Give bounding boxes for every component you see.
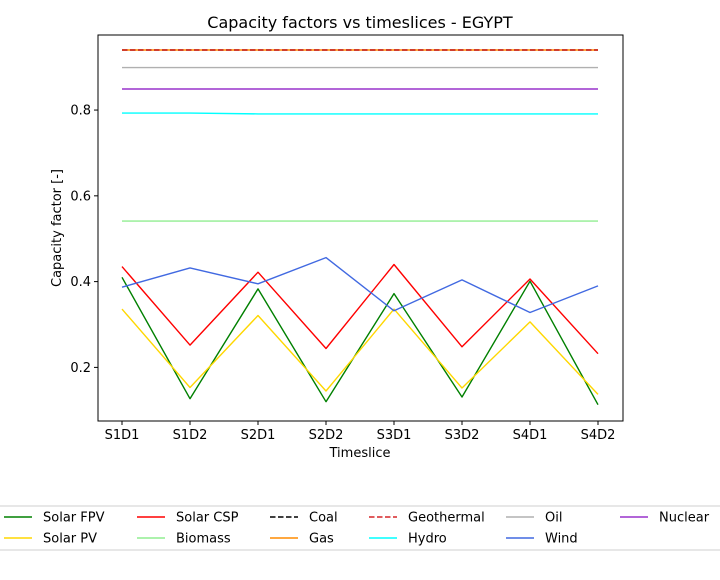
series-line-solar-pv xyxy=(121,308,599,395)
series-line-hydro xyxy=(122,112,598,115)
legend-item-gas: Gas xyxy=(270,532,334,547)
legend-item-geothermal: Geothermal xyxy=(369,511,485,526)
legend-item-oil: Oil xyxy=(506,511,562,526)
legend-label: Wind xyxy=(545,532,578,547)
plot-area-frame xyxy=(97,34,624,422)
y-axis-label: Capacity factor [-] xyxy=(50,169,65,287)
legend-item-solar-pv: Solar PV xyxy=(4,532,97,547)
legend-item-wind: Wind xyxy=(506,532,578,547)
x-tick-label: S3D2 xyxy=(445,428,480,443)
legend-item-nuclear: Nuclear xyxy=(620,511,710,526)
series-line-wind xyxy=(121,256,599,314)
chart-title: Capacity factors vs timeslices - EGYPT xyxy=(207,13,513,32)
y-tick-label: 0.8 xyxy=(70,104,91,119)
x-tick-label: S3D1 xyxy=(377,428,412,443)
y-tick-label: 0.4 xyxy=(70,275,91,290)
legend-label: Oil xyxy=(545,511,562,526)
legend-label: Nuclear xyxy=(659,511,710,526)
legend-label: Solar PV xyxy=(43,532,97,547)
legend-item-biomass: Biomass xyxy=(137,532,231,547)
legend-item-coal: Coal xyxy=(270,511,338,526)
legend-item-solar-fpv: Solar FPV xyxy=(4,511,105,526)
x-tick-label: S1D1 xyxy=(105,428,140,443)
x-tick-label: S2D1 xyxy=(241,428,276,443)
legend-label: Hydro xyxy=(408,532,447,547)
x-axis: S1D1 S1D2 S2D1 S2D2 S3D1 S3D2 S4D1 S4D2 xyxy=(105,421,616,443)
series-line-solar-fpv xyxy=(121,276,599,406)
legend-item-hydro: Hydro xyxy=(369,532,447,547)
y-tick-label: 0.6 xyxy=(70,189,91,204)
x-axis-label: Timeslice xyxy=(329,446,391,461)
legend-label: Solar CSP xyxy=(176,511,239,526)
series-line-solar-csp xyxy=(121,263,599,355)
x-tick-label: S4D1 xyxy=(513,428,548,443)
plot-lines xyxy=(121,49,599,406)
x-tick-label: S4D2 xyxy=(581,428,616,443)
legend: Solar FPV Solar PV Solar CSP Biomass Coal Gas… xyxy=(4,511,710,547)
legend-label: Gas xyxy=(309,532,334,547)
y-axis: 0.2 0.4 0.6 0.8 xyxy=(70,104,98,376)
legend-label: Coal xyxy=(309,511,338,526)
legend-label: Geothermal xyxy=(408,511,485,526)
x-tick-label: S1D2 xyxy=(173,428,208,443)
x-tick-label: S2D2 xyxy=(309,428,344,443)
legend-item-solar-csp: Solar CSP xyxy=(137,511,239,526)
legend-label: Solar FPV xyxy=(43,511,105,526)
legend-label: Biomass xyxy=(176,532,231,547)
y-tick-label: 0.2 xyxy=(70,361,91,376)
